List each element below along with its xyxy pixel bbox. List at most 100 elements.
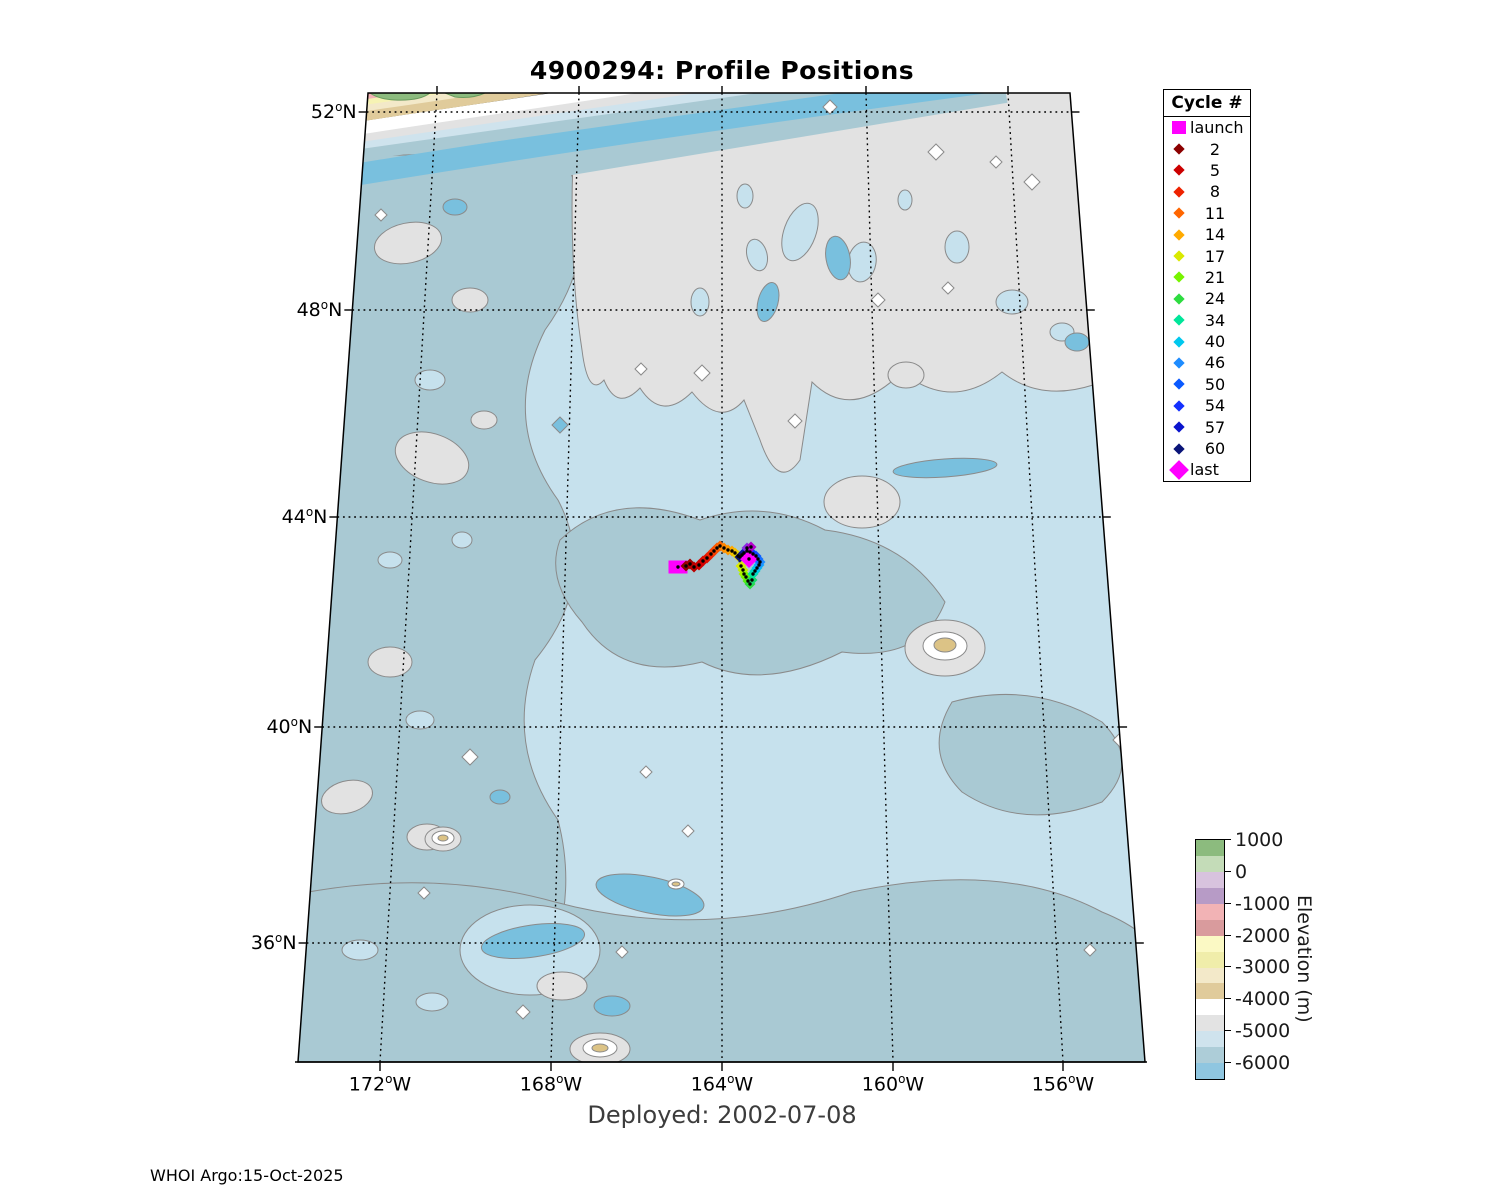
profile-dot bbox=[738, 555, 742, 559]
legend-row-launch: launch bbox=[1164, 117, 1250, 138]
float-trajectory bbox=[668, 540, 766, 590]
axis-ticks bbox=[298, 86, 1144, 1071]
cycle-diamond-icon bbox=[1168, 378, 1189, 391]
legend-row-57: 57 bbox=[1164, 416, 1250, 437]
colorbar-tick-label: -6000 bbox=[1235, 1052, 1291, 1075]
profile-dot bbox=[697, 563, 701, 567]
legend-title: Cycle # bbox=[1164, 90, 1250, 117]
lon-gridline bbox=[550, 93, 580, 1062]
cycle-diamond-icon bbox=[1168, 335, 1189, 348]
legend-row-2: 2 bbox=[1164, 138, 1250, 159]
aleutian-arc-stripes bbox=[357, 93, 1008, 210]
profile-dot bbox=[712, 549, 716, 553]
colorbar-tick-label: -1000 bbox=[1235, 892, 1291, 915]
legend-row-24: 24 bbox=[1164, 288, 1250, 309]
credit-label: WHOI Argo:15-Oct-2025 bbox=[150, 1166, 344, 1185]
legend-row-11: 11 bbox=[1164, 203, 1250, 224]
profile-dot bbox=[715, 546, 719, 550]
profile-dot bbox=[733, 551, 737, 555]
colorbar-tick bbox=[1225, 1030, 1231, 1032]
profile-dot bbox=[726, 548, 730, 552]
profile-dot bbox=[747, 557, 751, 561]
legend-row-21: 21 bbox=[1164, 267, 1250, 288]
cycle-diamond-icon bbox=[1168, 186, 1189, 198]
profile-dot bbox=[754, 554, 758, 558]
legend-entry-label: 60 bbox=[1204, 439, 1226, 459]
cycle-diamond-icon bbox=[1168, 293, 1189, 305]
legend-entries: launch 2 5 8 11 14 17 21 24 34 40 46 50 54 57 60 last bbox=[1164, 117, 1250, 481]
lon-tick-label: 160oW bbox=[861, 1072, 925, 1096]
profile-dot bbox=[757, 563, 761, 567]
cycle-diamond-icon bbox=[1168, 442, 1189, 455]
legend-entry-label: 54 bbox=[1204, 396, 1226, 416]
colorbar-band bbox=[1196, 1047, 1224, 1064]
colorbar-band bbox=[1196, 919, 1224, 936]
legend-entry-label: launch bbox=[1190, 118, 1244, 138]
colorbar-tick bbox=[1225, 934, 1231, 936]
legend-row-17: 17 bbox=[1164, 245, 1250, 266]
legend-entry-label: 50 bbox=[1204, 374, 1226, 394]
cycle-diamond-icon bbox=[1168, 228, 1189, 241]
profile-dot bbox=[684, 564, 688, 568]
profile-dot bbox=[718, 544, 722, 548]
deployed-date-label: Deployed: 2002-07-08 bbox=[587, 1101, 857, 1129]
colorbar-tick bbox=[1225, 870, 1231, 872]
colorbar-band bbox=[1196, 1031, 1224, 1048]
legend-entry-label: 24 bbox=[1204, 289, 1226, 309]
cycle-diamond-icon bbox=[1168, 357, 1189, 369]
legend-row-8: 8 bbox=[1164, 181, 1250, 202]
cycle-diamond-icon bbox=[1168, 164, 1189, 177]
profile-dot bbox=[741, 568, 745, 572]
profile-dot bbox=[688, 562, 692, 566]
profile-dot bbox=[746, 579, 750, 583]
profile-dot bbox=[748, 550, 752, 554]
lon-tick-label: 164oW bbox=[690, 1072, 754, 1096]
colorbar-band bbox=[1196, 903, 1224, 920]
cycle-diamond-icon bbox=[1168, 250, 1189, 262]
profile-dot bbox=[756, 557, 760, 561]
cycle-diamond-icon bbox=[1168, 271, 1189, 284]
colorbar-band bbox=[1196, 840, 1224, 856]
colorbar-title: Elevation (m) bbox=[1293, 895, 1315, 1023]
profile-dot bbox=[745, 546, 749, 550]
lat-tick-label: 40oN bbox=[266, 714, 313, 739]
legend-entry-label: 2 bbox=[1209, 139, 1221, 159]
cycle-diamond-icon bbox=[1168, 400, 1189, 412]
legend-row-14: 14 bbox=[1164, 224, 1250, 245]
lon-gridline bbox=[865, 93, 894, 1062]
cycle-diamond-icon bbox=[1168, 421, 1189, 433]
colorbar-band bbox=[1196, 871, 1224, 888]
colorbar-band bbox=[1196, 999, 1224, 1016]
cycle-diamond-icon bbox=[1168, 460, 1189, 480]
legend-row-40: 40 bbox=[1164, 331, 1250, 352]
legend-row-60: 60 bbox=[1164, 438, 1250, 459]
lon-tick-label: 172oW bbox=[348, 1072, 412, 1096]
legend-row-34: 34 bbox=[1164, 310, 1250, 331]
colorbar-band bbox=[1196, 1063, 1224, 1080]
cycle-diamond-icon bbox=[1168, 207, 1189, 219]
profile-dot bbox=[750, 578, 754, 582]
profile-dot bbox=[749, 545, 753, 549]
colorbar-tick bbox=[1225, 998, 1231, 1000]
profile-dot bbox=[709, 552, 713, 556]
profile-dot bbox=[701, 559, 705, 563]
legend-entry-label: 14 bbox=[1204, 225, 1226, 245]
profile-dot bbox=[751, 572, 755, 576]
profile-dot bbox=[676, 565, 680, 569]
profile-dot bbox=[758, 560, 762, 564]
legend-entry-label: 46 bbox=[1204, 353, 1226, 373]
legend-row-last: last bbox=[1164, 459, 1250, 480]
lat-tick-label: 36oN bbox=[250, 930, 297, 955]
profile-dot bbox=[744, 575, 748, 579]
profile-dot bbox=[748, 582, 752, 586]
lat-tick-label: 52oN bbox=[310, 99, 357, 124]
colorbar-band bbox=[1196, 887, 1224, 904]
cycle-legend: Cycle # launch 2 5 8 11 14 17 21 24 34 40 46 50 54 57 6… bbox=[1163, 89, 1251, 482]
colorbar-tick bbox=[1225, 902, 1231, 904]
colorbar-tick bbox=[1225, 966, 1231, 968]
profile-dot bbox=[730, 549, 734, 553]
legend-entry-label: 17 bbox=[1204, 246, 1226, 266]
colorbar-tick-label: -5000 bbox=[1235, 1020, 1291, 1043]
